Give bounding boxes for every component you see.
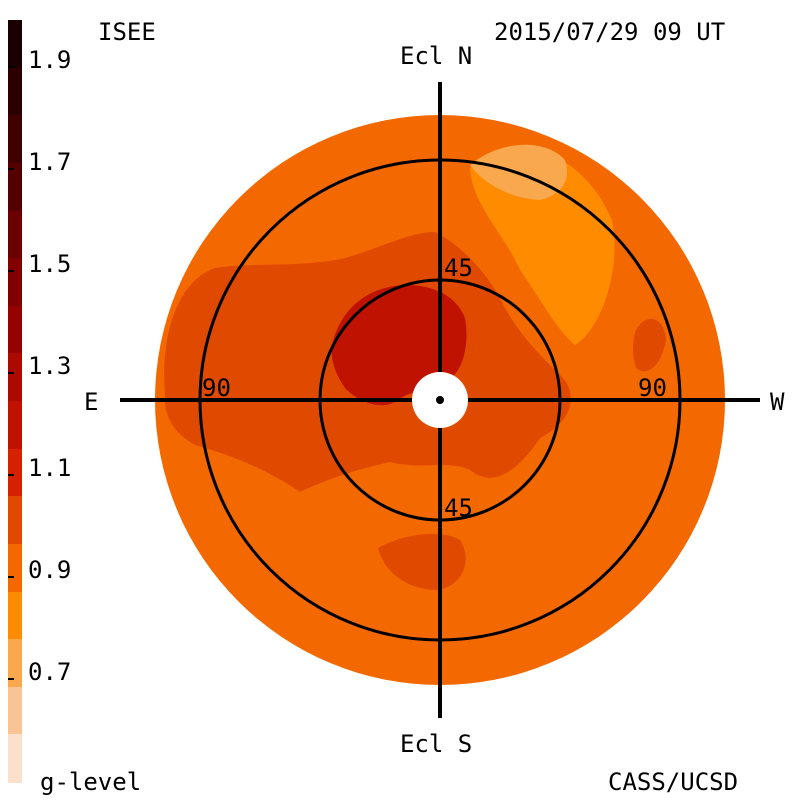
colorbar-title: g-level: [40, 768, 142, 796]
colorbar-segment: [8, 639, 22, 688]
label-outer-right: 90: [638, 374, 667, 402]
label-north: Ecl N: [400, 42, 472, 70]
colorbar-segment: [8, 20, 22, 69]
colorbar-segment: [8, 353, 22, 402]
label-west: W: [770, 388, 785, 416]
colorbar-segment: [8, 162, 22, 211]
colorbar-segment: [8, 734, 22, 783]
colorbar-tick-label: 0.7: [28, 658, 72, 686]
colorbar-segment: [8, 496, 22, 545]
colorbar-segment: [8, 115, 22, 164]
label-outer-left: 90: [202, 374, 231, 402]
colorbar-segment: [8, 591, 22, 640]
mid-region-east-spot: [633, 318, 666, 372]
label-east: E: [84, 388, 98, 416]
low-region-northwest: [470, 147, 615, 345]
colorbar-tick: [8, 372, 14, 374]
source-label: ISEE: [98, 18, 156, 46]
sun-center-dot: [436, 396, 444, 404]
label-inner-top: 45: [444, 254, 473, 282]
label-inner-bottom: 45: [444, 494, 473, 522]
colorbar-tick: [8, 474, 14, 476]
colorbar-tick: [8, 66, 14, 68]
colorbar-segment: [8, 543, 22, 592]
colorbar-tick: [8, 168, 14, 170]
colorbar-tick-label: 1.1: [28, 454, 72, 482]
colorbar-tick-label: 1.5: [28, 250, 72, 278]
mid-region-center-spot: [482, 417, 501, 440]
colorbar-segment: [8, 448, 22, 497]
colorbar-tick-label: 1.9: [28, 46, 72, 74]
colorbar-tick: [8, 576, 14, 578]
colorbar-segment: [8, 67, 22, 116]
mid-region-south: [378, 533, 466, 590]
colorbar-tick: [8, 678, 14, 680]
colorbar: [8, 20, 22, 783]
colorbar-segment: [8, 686, 22, 735]
timestamp-label: 2015/07/29 09 UT: [494, 18, 726, 46]
colorbar-tick-label: 0.9: [28, 556, 72, 584]
colorbar-segment: [8, 210, 22, 259]
label-south: Ecl S: [400, 730, 472, 758]
credit-label: CASS/UCSD: [608, 768, 739, 796]
colorbar-tick-label: 1.3: [28, 352, 72, 380]
colorbar-segment: [8, 305, 22, 354]
high-region-tail: [418, 338, 437, 367]
colorbar-segment: [8, 401, 22, 450]
colorbar-tick: [8, 270, 14, 272]
colorbar-tick-label: 1.7: [28, 148, 72, 176]
